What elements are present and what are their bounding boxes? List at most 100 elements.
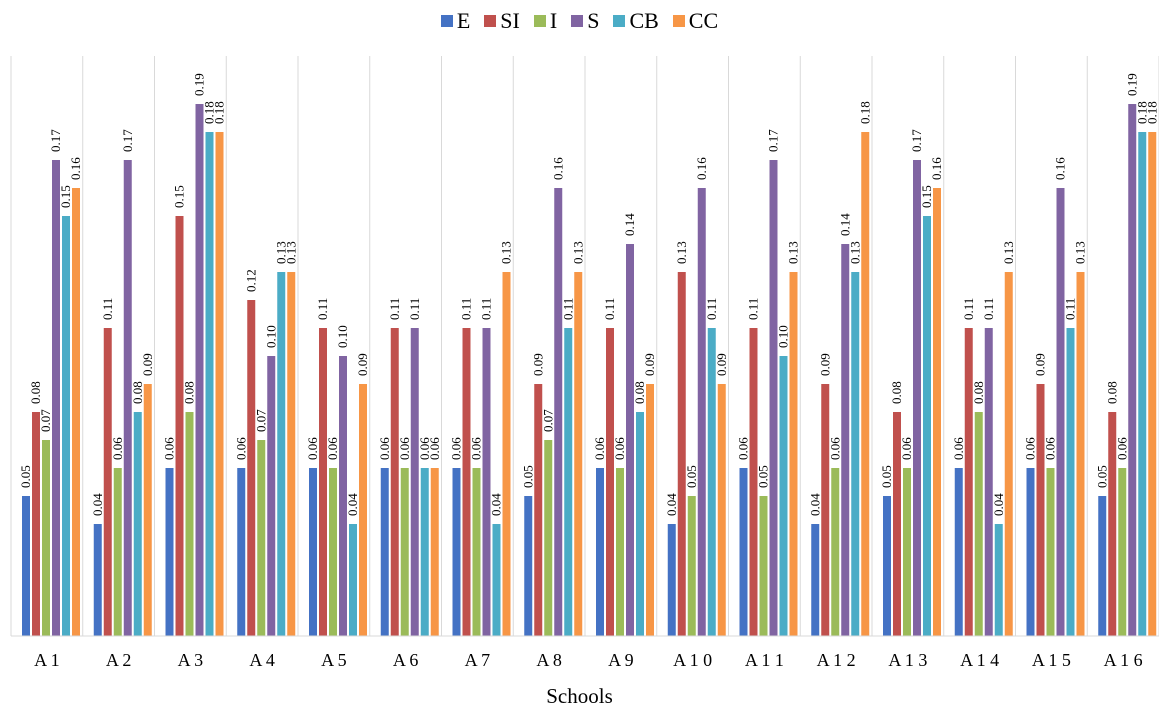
data-label: 0.06	[736, 437, 751, 460]
bar-s-a9	[626, 244, 634, 636]
bar-cc-a3	[215, 132, 224, 636]
data-label: 0.09	[1033, 353, 1048, 376]
legend-label: SI	[500, 8, 520, 33]
data-label: 0.08	[971, 381, 986, 404]
bar-cb-a15	[1066, 328, 1075, 636]
bar-cb-a4	[277, 272, 286, 636]
legend-item-cc: CC	[672, 8, 718, 34]
data-label: 0.11	[100, 298, 115, 320]
bar-cb-a6	[420, 468, 429, 636]
data-label: 0.11	[459, 298, 474, 320]
data-label: 0.13	[283, 241, 298, 264]
data-label: 0.10	[776, 325, 791, 348]
legend-swatch	[440, 15, 453, 27]
bar-cb-a1	[62, 216, 70, 636]
legend-item-s: S	[571, 8, 599, 34]
bar-i-a7	[472, 468, 481, 636]
data-label: 0.06	[110, 437, 125, 460]
data-label: 0.06	[325, 437, 340, 460]
data-label: 0.07	[38, 409, 53, 432]
data-label: 0.09	[817, 353, 832, 376]
legend-swatch	[571, 15, 584, 27]
bar-i-a8	[544, 440, 553, 636]
data-label: 0.11	[961, 298, 976, 320]
bar-si-a15	[1036, 384, 1045, 636]
data-label: 0.09	[530, 353, 545, 376]
data-label: 0.08	[1104, 381, 1119, 404]
bar-cc-a14	[1004, 272, 1013, 636]
bar-cc-a5	[359, 384, 367, 636]
data-label: 0.06	[899, 437, 914, 460]
bar-si-a11	[749, 328, 758, 636]
data-label: 0.11	[479, 298, 494, 320]
bar-si-a8	[534, 384, 543, 636]
bar-s-a11	[769, 160, 778, 636]
data-label: 0.05	[684, 465, 699, 488]
data-label: 0.16	[1053, 157, 1068, 180]
bar-s-a12	[841, 244, 850, 636]
bar-i-a3	[185, 412, 194, 636]
bar-si-a7	[462, 328, 471, 636]
data-label: 0.08	[632, 381, 647, 404]
data-label: 0.06	[427, 437, 442, 460]
x-tick-label: A 6	[393, 650, 419, 670]
data-label: 0.13	[847, 241, 862, 264]
data-label: 0.12	[243, 269, 258, 292]
data-label: 0.11	[981, 298, 996, 320]
bar-e-a13	[883, 496, 891, 636]
legend-label: E	[456, 8, 471, 33]
bar-cc-a7	[502, 272, 511, 636]
bar-e-a4	[237, 468, 246, 636]
bar-e-a7	[452, 468, 461, 636]
bar-cc-a11	[789, 272, 798, 636]
bar-s-a13	[913, 160, 921, 636]
data-label: 0.06	[397, 437, 412, 460]
data-label: 0.13	[1073, 241, 1088, 264]
bar-s-a6	[410, 328, 419, 636]
bar-cc-a13	[933, 188, 941, 636]
data-label: 0.06	[612, 437, 627, 460]
x-tick-label: A 1 0	[673, 650, 712, 670]
x-tick-label: A 1 3	[888, 650, 927, 670]
bar-si-a10	[677, 272, 686, 636]
bar-cb-a14	[994, 524, 1003, 636]
legend-item-i: I	[533, 8, 557, 34]
data-label: 0.04	[489, 493, 504, 516]
data-label: 0.17	[909, 129, 924, 152]
legend-item-e: E	[440, 8, 471, 34]
data-label: 0.11	[560, 298, 575, 320]
bar-e-a9	[596, 468, 604, 636]
bar-i-a2	[113, 468, 122, 636]
bar-e-a6	[380, 468, 389, 636]
data-label: 0.08	[889, 381, 904, 404]
bar-s-a16	[1128, 104, 1137, 636]
bar-si-a1	[32, 412, 40, 636]
legend-swatch	[484, 15, 497, 27]
data-label: 0.19	[1124, 73, 1139, 96]
bar-cb-a10	[707, 328, 716, 636]
x-tick-label: A 8	[536, 650, 562, 670]
data-label: 0.11	[407, 298, 422, 320]
x-tick-label: A 9	[608, 650, 634, 670]
data-label: 0.13	[273, 241, 288, 264]
data-label: 0.17	[120, 129, 135, 152]
x-tick-label: A 1 2	[817, 650, 856, 670]
data-label: 0.16	[929, 157, 944, 180]
data-label: 0.11	[602, 298, 617, 320]
data-label: 0.06	[1043, 437, 1058, 460]
bar-s-a3	[195, 104, 204, 636]
data-label: 0.04	[345, 493, 360, 516]
bar-cc-a1	[72, 188, 80, 636]
bar-cb-a9	[636, 412, 644, 636]
data-label: 0.06	[233, 437, 248, 460]
data-label: 0.18	[1134, 101, 1149, 124]
bar-si-a14	[964, 328, 973, 636]
bar-si-a16	[1108, 412, 1117, 636]
bar-e-a5	[309, 468, 317, 636]
bar-e-a12	[811, 524, 820, 636]
bar-cc-a8	[574, 272, 583, 636]
data-label: 0.06	[1023, 437, 1038, 460]
legend-swatch	[533, 15, 546, 27]
bar-si-a13	[893, 412, 901, 636]
data-label: 0.10	[263, 325, 278, 348]
